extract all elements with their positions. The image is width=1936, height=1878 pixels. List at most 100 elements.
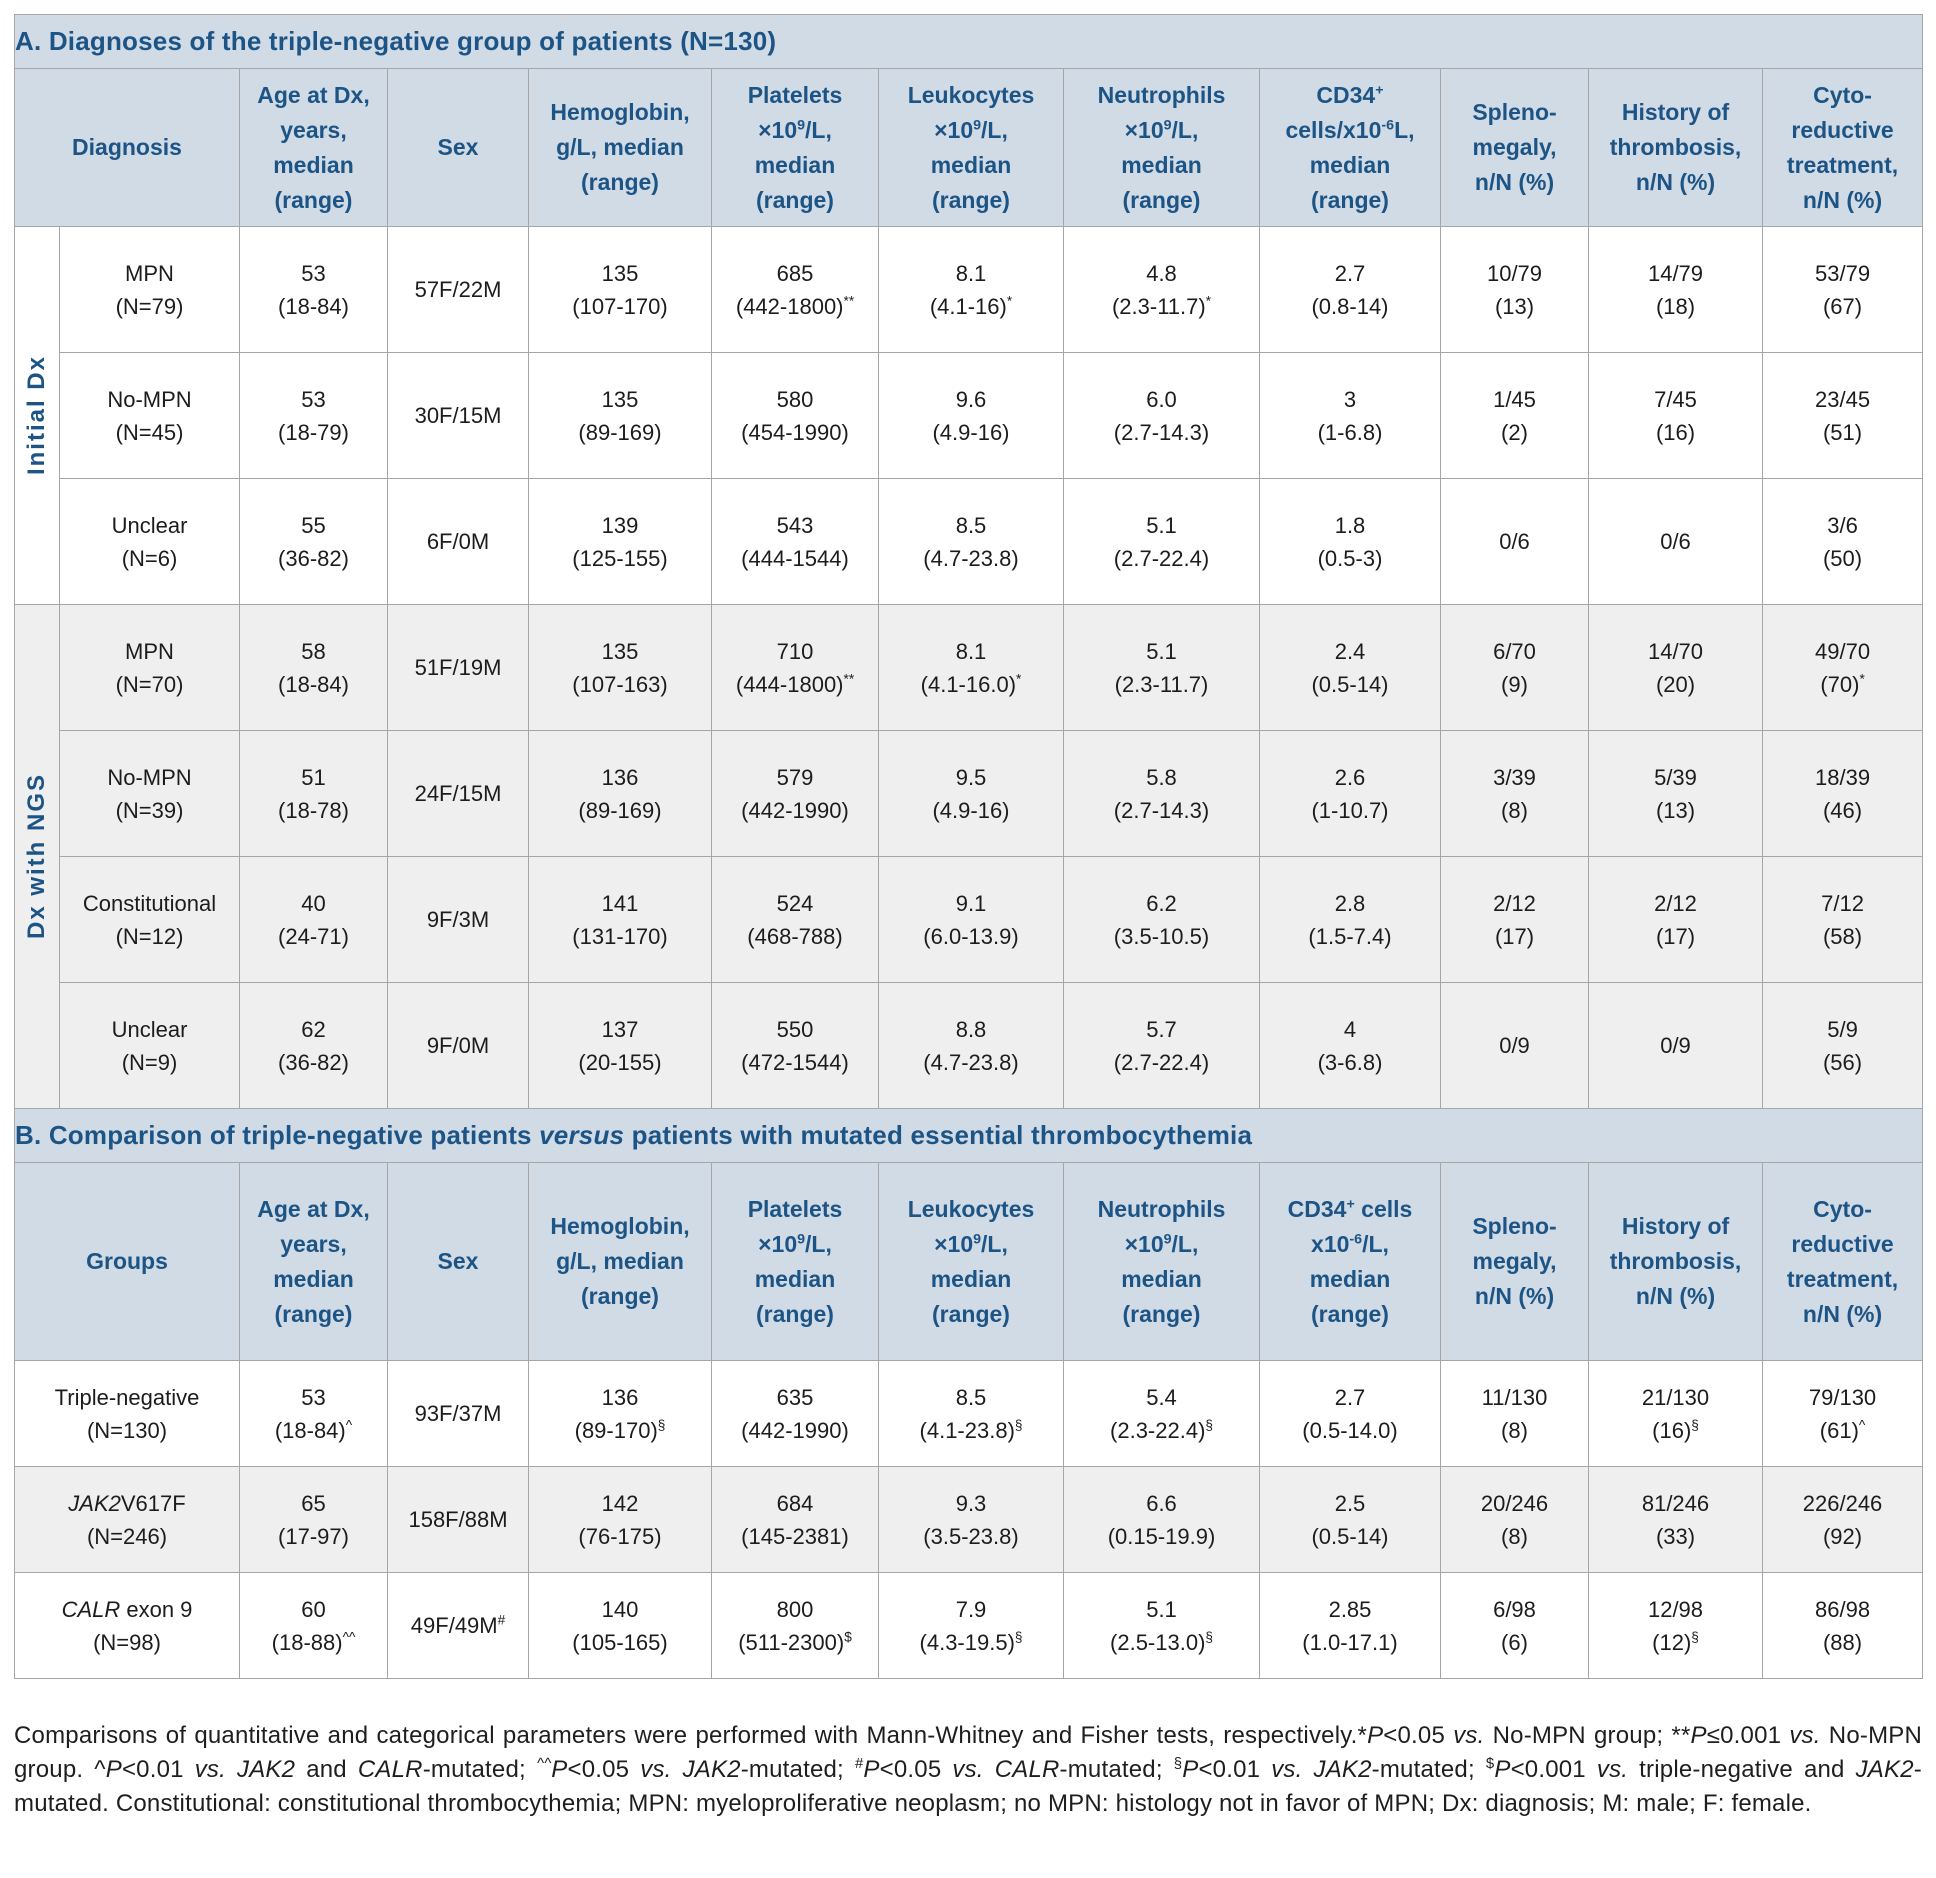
column-header: Sex	[387, 68, 529, 227]
data-cell: 53 (18-84)^	[239, 1360, 388, 1467]
data-cell: 5/39 (13)	[1588, 730, 1763, 857]
data-cell: 5/9 (56)	[1761, 982, 1924, 1109]
column-header: Age at Dx, years, median (range)	[239, 1162, 388, 1361]
data-cell: 543 (444-1544)	[711, 478, 879, 605]
data-cell: 135 (107-163)	[528, 604, 712, 731]
data-cell: 3/39 (8)	[1440, 730, 1589, 857]
data-cell: 1/45 (2)	[1440, 352, 1589, 479]
row-label-cell: Constitutional (N=12)	[59, 856, 240, 983]
table-row: CALR exon 9 (N=98) 60 (18-88)^^ 49F/49M# 140(…	[14, 1572, 1924, 1679]
data-cell: 14/70 (20)	[1588, 604, 1763, 731]
data-cell: 93F/37M	[387, 1360, 529, 1467]
data-cell: 710 (444-1800)**	[711, 604, 879, 731]
data-cell: 8.8 (4.7-23.8)	[878, 982, 1064, 1109]
data-cell: 7/12 (58)	[1761, 856, 1924, 983]
data-cell: 10/79 (13)	[1440, 226, 1589, 353]
data-cell: 9.5 (4.9-16)	[878, 730, 1064, 857]
table-figure: A. Diagnoses of the triple-negative grou…	[13, 14, 1924, 1821]
data-cell: 6.2 (3.5-10.5)	[1063, 856, 1260, 983]
data-cell: 2.6 (1-10.7)	[1259, 730, 1441, 857]
column-header: Spleno-megaly, n/N (%)	[1440, 1162, 1589, 1361]
data-cell: 55 (36-82)	[239, 478, 388, 605]
table-row: No-MPN (N=45) 53 (18-79) 30F/15M 135 (89-169) 5…	[15, 352, 1924, 479]
section-b-header-row: Groups Age at Dx, years, median (range) Sex H…	[14, 1162, 1924, 1361]
data-cell: 20/246 (8)	[1440, 1466, 1589, 1573]
data-cell: 30F/15M	[387, 352, 529, 479]
data-cell: 79/130 (61)^	[1761, 1360, 1924, 1467]
data-cell: 58 (18-84)	[239, 604, 388, 731]
data-cell: 139 (125-155)	[528, 478, 712, 605]
data-cell: 9.6 (4.9-16)	[878, 352, 1064, 479]
data-cell: 6.0 (2.7-14.3)	[1063, 352, 1260, 479]
footnote: Comparisons of quantitative and categori…	[14, 1722, 1922, 1817]
data-cell: 137 (20-155)	[528, 982, 712, 1109]
data-cell: 7.9 (4.3-19.5)§	[878, 1572, 1064, 1679]
data-cell: 65 (17-97)	[239, 1466, 388, 1573]
data-cell: 226/246 (92)	[1761, 1466, 1924, 1573]
data-cell: 684 (145-2381)	[711, 1466, 879, 1573]
column-header: Platelets ×109/L, median (range)	[711, 68, 879, 227]
data-cell: 9F/0M	[387, 982, 529, 1109]
data-cell: 635 (442-1990)	[711, 1360, 879, 1467]
data-cell: 53/79 (67)	[1761, 226, 1924, 353]
data-cell: 24F/15M	[387, 730, 529, 857]
data-cell: 6/98 (6)	[1440, 1572, 1589, 1679]
section-b-body: Triple-negative (N=130) 53 (18-84)^ 93F/37M 1…	[14, 1360, 1924, 1679]
data-cell: 685 (442-1800)**	[711, 226, 879, 353]
section-b-title-row: B. Comparison of triple-negative patient…	[13, 1108, 1924, 1163]
data-cell: 23/45 (51)	[1761, 352, 1924, 479]
data-cell: 4.8 (2.3-11.7)*	[1063, 226, 1260, 353]
table-row: Constitutional (N=12) 40 (24-71) 9F/3M 141 (13…	[15, 856, 1924, 983]
row-label-cell: CALR exon 9 (N=98)	[14, 1572, 240, 1679]
data-cell: 5.1 (2.7-22.4)	[1063, 478, 1260, 605]
section-a-body: Initial Dx MPN (N=79) 53 (18-84) 57F/22M 135 (1…	[14, 226, 1924, 1109]
data-cell: 18/39 (46)	[1761, 730, 1924, 857]
section-a-title: A. Diagnoses of the triple-negative grou…	[13, 14, 1924, 69]
data-cell: 51F/19M	[387, 604, 529, 731]
data-cell: 800 (511-2300)$	[711, 1572, 879, 1679]
data-cell: 142 (76-175)	[528, 1466, 712, 1573]
data-cell: 6F/0M	[387, 478, 529, 605]
data-cell: 140 (105-165)	[528, 1572, 712, 1679]
patient-data-table: A. Diagnoses of the triple-negative grou…	[13, 14, 1924, 1679]
data-cell: 60 (18-88)^^	[239, 1572, 388, 1679]
data-cell: 136 (89-169)	[528, 730, 712, 857]
data-cell: 5.8 (2.7-14.3)	[1063, 730, 1260, 857]
data-cell: 11/130 (8)	[1440, 1360, 1589, 1467]
data-cell: 8.1 (4.1-16.0)*	[878, 604, 1064, 731]
data-cell: 86/98 (88)	[1761, 1572, 1924, 1679]
data-cell: 57F/22M	[387, 226, 529, 353]
data-cell: 81/246 (33)	[1588, 1466, 1763, 1573]
data-cell: 0/6	[1588, 478, 1763, 605]
row-label-cell: Unclear (N=6)	[59, 478, 240, 605]
column-header: Hemoglobin, g/L, median (range)	[528, 1162, 712, 1361]
data-cell: 141 (131-170)	[528, 856, 712, 983]
column-header: History of thrombosis, n/N (%)	[1588, 68, 1763, 227]
data-cell: 7/45 (16)	[1588, 352, 1763, 479]
column-header: CD34+ cells x10-6/L, median (range)	[1259, 1162, 1441, 1361]
data-cell: 5.1 (2.5-13.0)§	[1063, 1572, 1260, 1679]
data-cell: 6/70 (9)	[1440, 604, 1589, 731]
column-header: History of thrombosis, n/N (%)	[1588, 1162, 1763, 1361]
data-cell: 49F/49M#	[387, 1572, 529, 1679]
table-row: No-MPN (N=39) 51 (18-78) 24F/15M 136 (89-169) 5…	[15, 730, 1924, 857]
data-cell: 135 (89-169)	[528, 352, 712, 479]
data-cell: 40 (24-71)	[239, 856, 388, 983]
column-header: Sex	[387, 1162, 529, 1361]
data-cell: 49/70 (70)*	[1761, 604, 1924, 731]
data-cell: 2.4 (0.5-14)	[1259, 604, 1441, 731]
column-header: Leukocytes ×109/L, median (range)	[878, 68, 1064, 227]
group-label: Initial Dx	[14, 226, 60, 605]
section-a-header-row: Diagnosis Age at Dx, years, median (range) S…	[14, 68, 1924, 227]
column-header-diagnosis: Diagnosis	[14, 68, 240, 227]
table-row: Dx with NGS MPN (N=70) 58 (18-84) 51F/19M 135(…	[14, 604, 1924, 1109]
data-cell: 5.7 (2.7-22.4)	[1063, 982, 1260, 1109]
data-cell: 524 (468-788)	[711, 856, 879, 983]
row-label-cell: MPN (N=70)	[59, 604, 240, 731]
column-header: Neutrophils ×109/L, median (range)	[1063, 68, 1260, 227]
column-header: Leukocytes ×109/L, median (range)	[878, 1162, 1064, 1361]
column-header: Spleno-megaly, n/N (%)	[1440, 68, 1589, 227]
data-cell: 2.5 (0.5-14)	[1259, 1466, 1441, 1573]
column-header: Platelets ×109/L, median (range)	[711, 1162, 879, 1361]
row-label-cell: Triple-negative (N=130)	[14, 1360, 240, 1467]
